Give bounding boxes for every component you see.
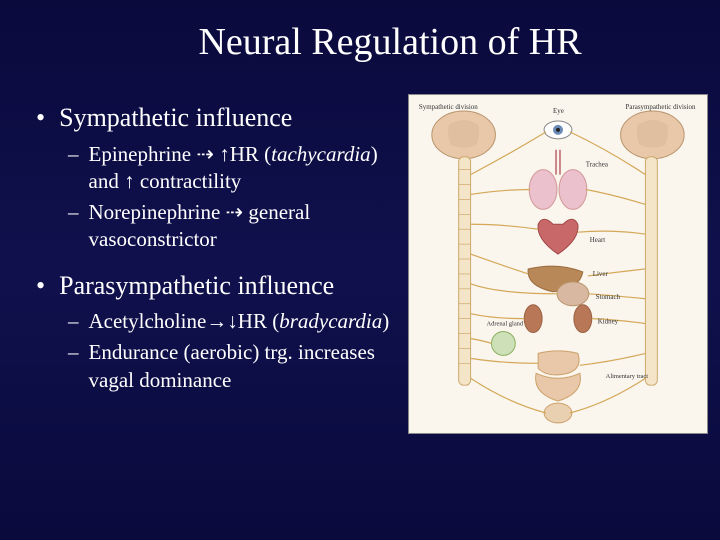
subbullet-text: Endurance (aerobic) trg. increases vagal… xyxy=(89,339,401,394)
subbullet-acetylcholine: – Acetylcholine→↓HR (bradycardia) xyxy=(68,308,400,335)
subbullet-norepinephrine: – Norepinephrine ⇢ general vasoconstrict… xyxy=(68,199,400,254)
slide-container: Neural Regulation of HR • Sympathetic in… xyxy=(0,0,720,540)
bullet-sympathetic: • Sympathetic influence xyxy=(36,102,400,135)
diagram-left-heading-label: Sympathetic division xyxy=(419,103,478,111)
bullet-dot-icon: • xyxy=(36,102,45,135)
autonomic-diagram: Sympathetic division Parasympathetic div… xyxy=(408,94,708,434)
content-row: • Sympathetic influence – Epinephrine ⇢ … xyxy=(30,94,690,434)
diagram-kidney-label: Kidney xyxy=(598,318,619,326)
anatomy-svg-icon: Sympathetic division Parasympathetic div… xyxy=(409,95,707,433)
bullet-parasympathetic: • Parasympathetic influence xyxy=(36,270,400,303)
diagram-heart-label: Heart xyxy=(590,236,605,244)
subbullet-text: Epinephrine ⇢ ↑HR (tachycardia) and ↑ co… xyxy=(89,141,401,196)
diagram-trachea-label: Trachea xyxy=(586,161,608,169)
diagram-eye-label: Eye xyxy=(553,107,564,115)
bullet-dash-icon: – xyxy=(68,339,79,366)
bullet-dash-icon: – xyxy=(68,308,79,335)
subbullet-text: Acetylcholine→↓HR (bradycardia) xyxy=(89,308,390,335)
diagram-gi-label: Alimentary tract xyxy=(606,373,649,380)
subbullet-endurance: – Endurance (aerobic) trg. increases vag… xyxy=(68,339,400,394)
subbullet-text: Norepinephrine ⇢ general vasoconstrictor xyxy=(89,199,401,254)
diagram-stomach-label: Stomach xyxy=(596,293,621,301)
diagram-liver-label: Liver xyxy=(593,270,609,278)
subbullet-epinephrine: – Epinephrine ⇢ ↑HR (tachycardia) and ↑ … xyxy=(68,141,400,196)
bullet-dash-icon: – xyxy=(68,199,79,226)
bullet-dash-icon: – xyxy=(68,141,79,168)
slide-title: Neural Regulation of HR xyxy=(30,20,690,64)
bullet-text: Sympathetic influence xyxy=(59,102,292,135)
diagram-adrenal-label: Adrenal gland xyxy=(486,321,523,328)
bullet-text: Parasympathetic influence xyxy=(59,270,334,303)
bullet-dot-icon: • xyxy=(36,270,45,303)
diagram-right-heading-label: Parasympathetic division xyxy=(626,103,696,111)
image-column: Sympathetic division Parasympathetic div… xyxy=(408,94,708,434)
text-column: • Sympathetic influence – Epinephrine ⇢ … xyxy=(30,94,400,434)
